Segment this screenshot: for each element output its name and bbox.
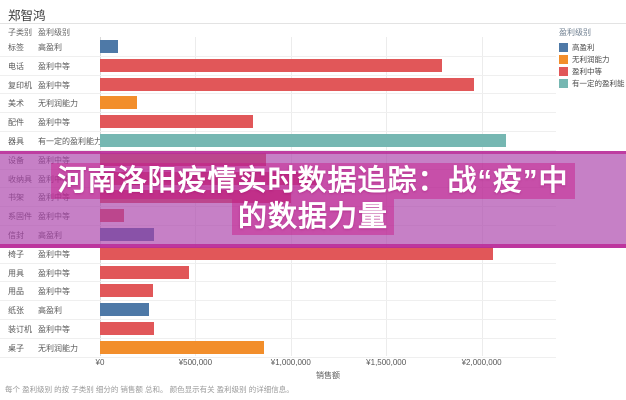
table-row: 椅子 盈利中等 — [0, 244, 556, 264]
table-row: 复印机 盈利中等 — [0, 75, 556, 95]
sales-bar[interactable] — [100, 322, 155, 335]
x-axis-tick-label: ¥1,000,000 — [270, 358, 311, 367]
row-subcategory-label: 标签 — [8, 43, 24, 52]
column-header-profit-level: 盈利级别 — [38, 28, 70, 37]
table-row: 纸张 高盈利 — [0, 300, 556, 320]
table-row: 器具 有一定的盈利能力 — [0, 131, 556, 151]
row-subcategory-label: 美术 — [8, 99, 24, 109]
sales-bar[interactable] — [100, 303, 150, 317]
legend-item-label: 有一定的盈利能力 — [572, 78, 625, 88]
row-subcategory-label: 纸张 — [8, 306, 24, 316]
row-subcategory-label: 用品 — [8, 287, 24, 297]
row-subcategory-label: 装订机 — [8, 325, 32, 334]
x-axis-tick-label: ¥1,500,000 — [366, 358, 407, 367]
legend-item[interactable]: 有一定的盈利能力 — [559, 77, 625, 89]
table-row: 装订机 盈利中等 — [0, 319, 556, 339]
row-profit-level-label: 盈利中等 — [38, 268, 70, 278]
sales-bar[interactable] — [100, 115, 253, 129]
x-axis-tick-label: ¥2,000,000 — [461, 358, 502, 367]
row-profit-level-label: 盈利中等 — [38, 80, 70, 90]
sales-bar[interactable] — [100, 58, 442, 72]
legend-color-swatch-icon — [559, 54, 568, 64]
sales-bar[interactable] — [100, 265, 190, 279]
x-axis-tick-label: ¥500,000 — [178, 358, 213, 367]
headline-line-2: 的数据力量 — [231, 199, 394, 235]
x-axis-tick-label: ¥0 — [95, 358, 105, 367]
sales-bar[interactable] — [100, 96, 138, 110]
title-divider — [0, 23, 626, 24]
legend-color-swatch-icon — [559, 78, 568, 88]
x-axis-title: 销售额 — [316, 371, 340, 380]
sales-bar[interactable] — [100, 40, 119, 53]
table-row: 用品 盈利中等 — [0, 281, 556, 302]
column-header-subcategory: 子类别 — [8, 28, 32, 37]
row-subcategory-label: 椅子 — [8, 249, 24, 259]
table-row: 标签 高盈利 — [0, 37, 556, 57]
row-profit-level-label: 有一定的盈利能力 — [38, 137, 102, 146]
legend-item[interactable]: 无利润能力 — [559, 53, 625, 65]
table-row: 用具 盈利中等 — [0, 263, 556, 283]
row-subcategory-label: 复印机 — [8, 80, 32, 90]
row-profit-level-label: 无利润能力 — [38, 99, 78, 109]
sales-bar[interactable] — [100, 134, 507, 147]
row-profit-level-label: 盈利中等 — [38, 325, 70, 334]
row-profit-level-label: 盈利中等 — [38, 118, 70, 128]
headline-line-1: 河南洛阳疫情实时数据追踪：战“疫”中 — [51, 163, 575, 199]
legend-color-swatch-icon — [559, 42, 568, 52]
row-subcategory-label: 配件 — [8, 118, 24, 128]
sales-bar[interactable] — [100, 284, 154, 298]
table-row: 桌子 无利润能力 — [0, 338, 556, 358]
sales-bar[interactable] — [100, 77, 474, 91]
legend-title: 盈利级别 — [559, 28, 591, 37]
legend-item-label: 高盈利 — [572, 42, 595, 52]
row-profit-level-label: 高盈利 — [38, 306, 62, 316]
row-subcategory-label: 用具 — [8, 268, 24, 278]
legend-item-label: 盈利中等 — [572, 66, 602, 76]
author-name: 郑智鸿 — [8, 9, 46, 23]
row-profit-level-label: 盈利中等 — [38, 249, 70, 259]
table-row: 美术 无利润能力 — [0, 93, 556, 114]
row-profit-level-label: 无利润能力 — [38, 343, 78, 353]
headline-banner-overlay: 河南洛阳疫情实时数据追踪：战“疫”中 的数据力量 — [0, 151, 626, 248]
legend-item[interactable]: 盈利中等 — [559, 65, 625, 77]
row-profit-level-label: 盈利中等 — [38, 61, 70, 71]
sales-bar[interactable] — [100, 340, 264, 354]
table-row: 电话 盈利中等 — [0, 56, 556, 76]
table-row: 配件 盈利中等 — [0, 112, 556, 132]
sales-bar[interactable] — [100, 246, 494, 260]
legend-color-swatch-icon — [559, 66, 568, 76]
chart-caption: 每个 盈利级别 的按 子类别 细分的 销售额 总和。 颜色显示有关 盈利级别 的… — [5, 385, 294, 394]
row-subcategory-label: 电话 — [8, 61, 24, 71]
legend: 盈利级别 高盈利 无利润能力 盈利中等 有一定的盈利能力 — [559, 27, 625, 89]
legend-item-label: 无利润能力 — [572, 54, 610, 64]
legend-item[interactable]: 高盈利 — [559, 41, 625, 53]
row-subcategory-label: 桌子 — [8, 343, 24, 353]
row-profit-level-label: 盈利中等 — [38, 287, 70, 297]
row-subcategory-label: 器具 — [8, 137, 24, 146]
row-profit-level-label: 高盈利 — [38, 43, 62, 52]
